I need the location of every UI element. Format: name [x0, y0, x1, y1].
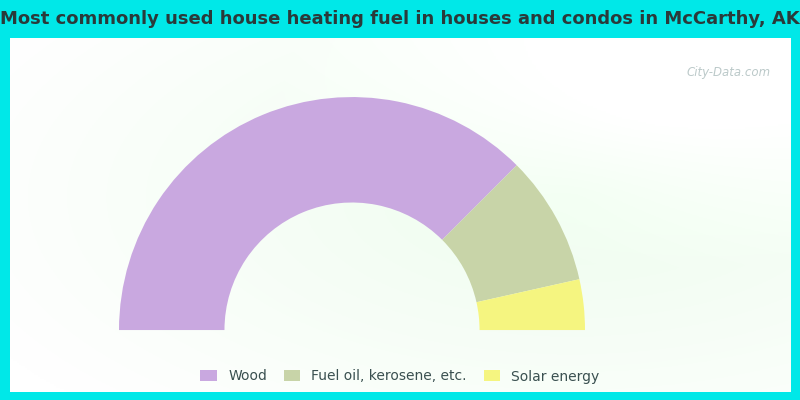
Text: City-Data.com: City-Data.com [686, 66, 771, 79]
Wedge shape [119, 97, 517, 330]
Wedge shape [477, 279, 585, 330]
Wedge shape [442, 165, 579, 302]
Text: Most commonly used house heating fuel in houses and condos in McCarthy, AK: Most commonly used house heating fuel in… [0, 10, 800, 28]
Legend: Wood, Fuel oil, kerosene, etc., Solar energy: Wood, Fuel oil, kerosene, etc., Solar en… [194, 364, 606, 389]
